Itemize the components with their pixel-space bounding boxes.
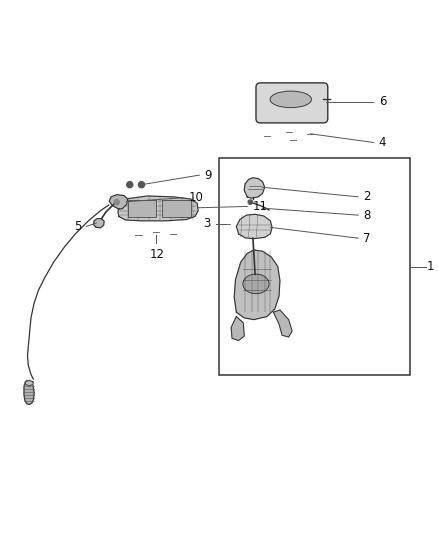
Text: 4: 4 (379, 136, 386, 149)
Ellipse shape (243, 274, 269, 294)
Polygon shape (110, 195, 127, 209)
Polygon shape (94, 219, 104, 228)
Polygon shape (244, 177, 265, 198)
Text: 3: 3 (203, 217, 211, 230)
Circle shape (114, 199, 119, 205)
Polygon shape (273, 310, 292, 337)
Text: 6: 6 (379, 95, 386, 109)
Bar (219, 158, 410, 375)
Polygon shape (118, 196, 198, 221)
Polygon shape (24, 381, 34, 405)
Ellipse shape (270, 91, 311, 108)
Bar (127, 200, 156, 217)
Circle shape (127, 182, 133, 188)
Text: 11: 11 (252, 200, 268, 213)
FancyBboxPatch shape (256, 83, 328, 123)
Polygon shape (231, 317, 244, 341)
Polygon shape (25, 381, 33, 386)
Text: 1: 1 (427, 260, 434, 273)
Bar (162, 200, 191, 217)
Text: 12: 12 (150, 248, 165, 261)
Circle shape (138, 182, 145, 188)
Polygon shape (234, 250, 280, 320)
Text: 10: 10 (188, 191, 203, 204)
Circle shape (248, 200, 252, 204)
Text: 5: 5 (74, 220, 81, 233)
Text: 7: 7 (364, 232, 371, 245)
Polygon shape (237, 214, 272, 239)
Text: 9: 9 (205, 168, 212, 182)
Text: 2: 2 (364, 190, 371, 204)
Text: 8: 8 (364, 208, 371, 222)
